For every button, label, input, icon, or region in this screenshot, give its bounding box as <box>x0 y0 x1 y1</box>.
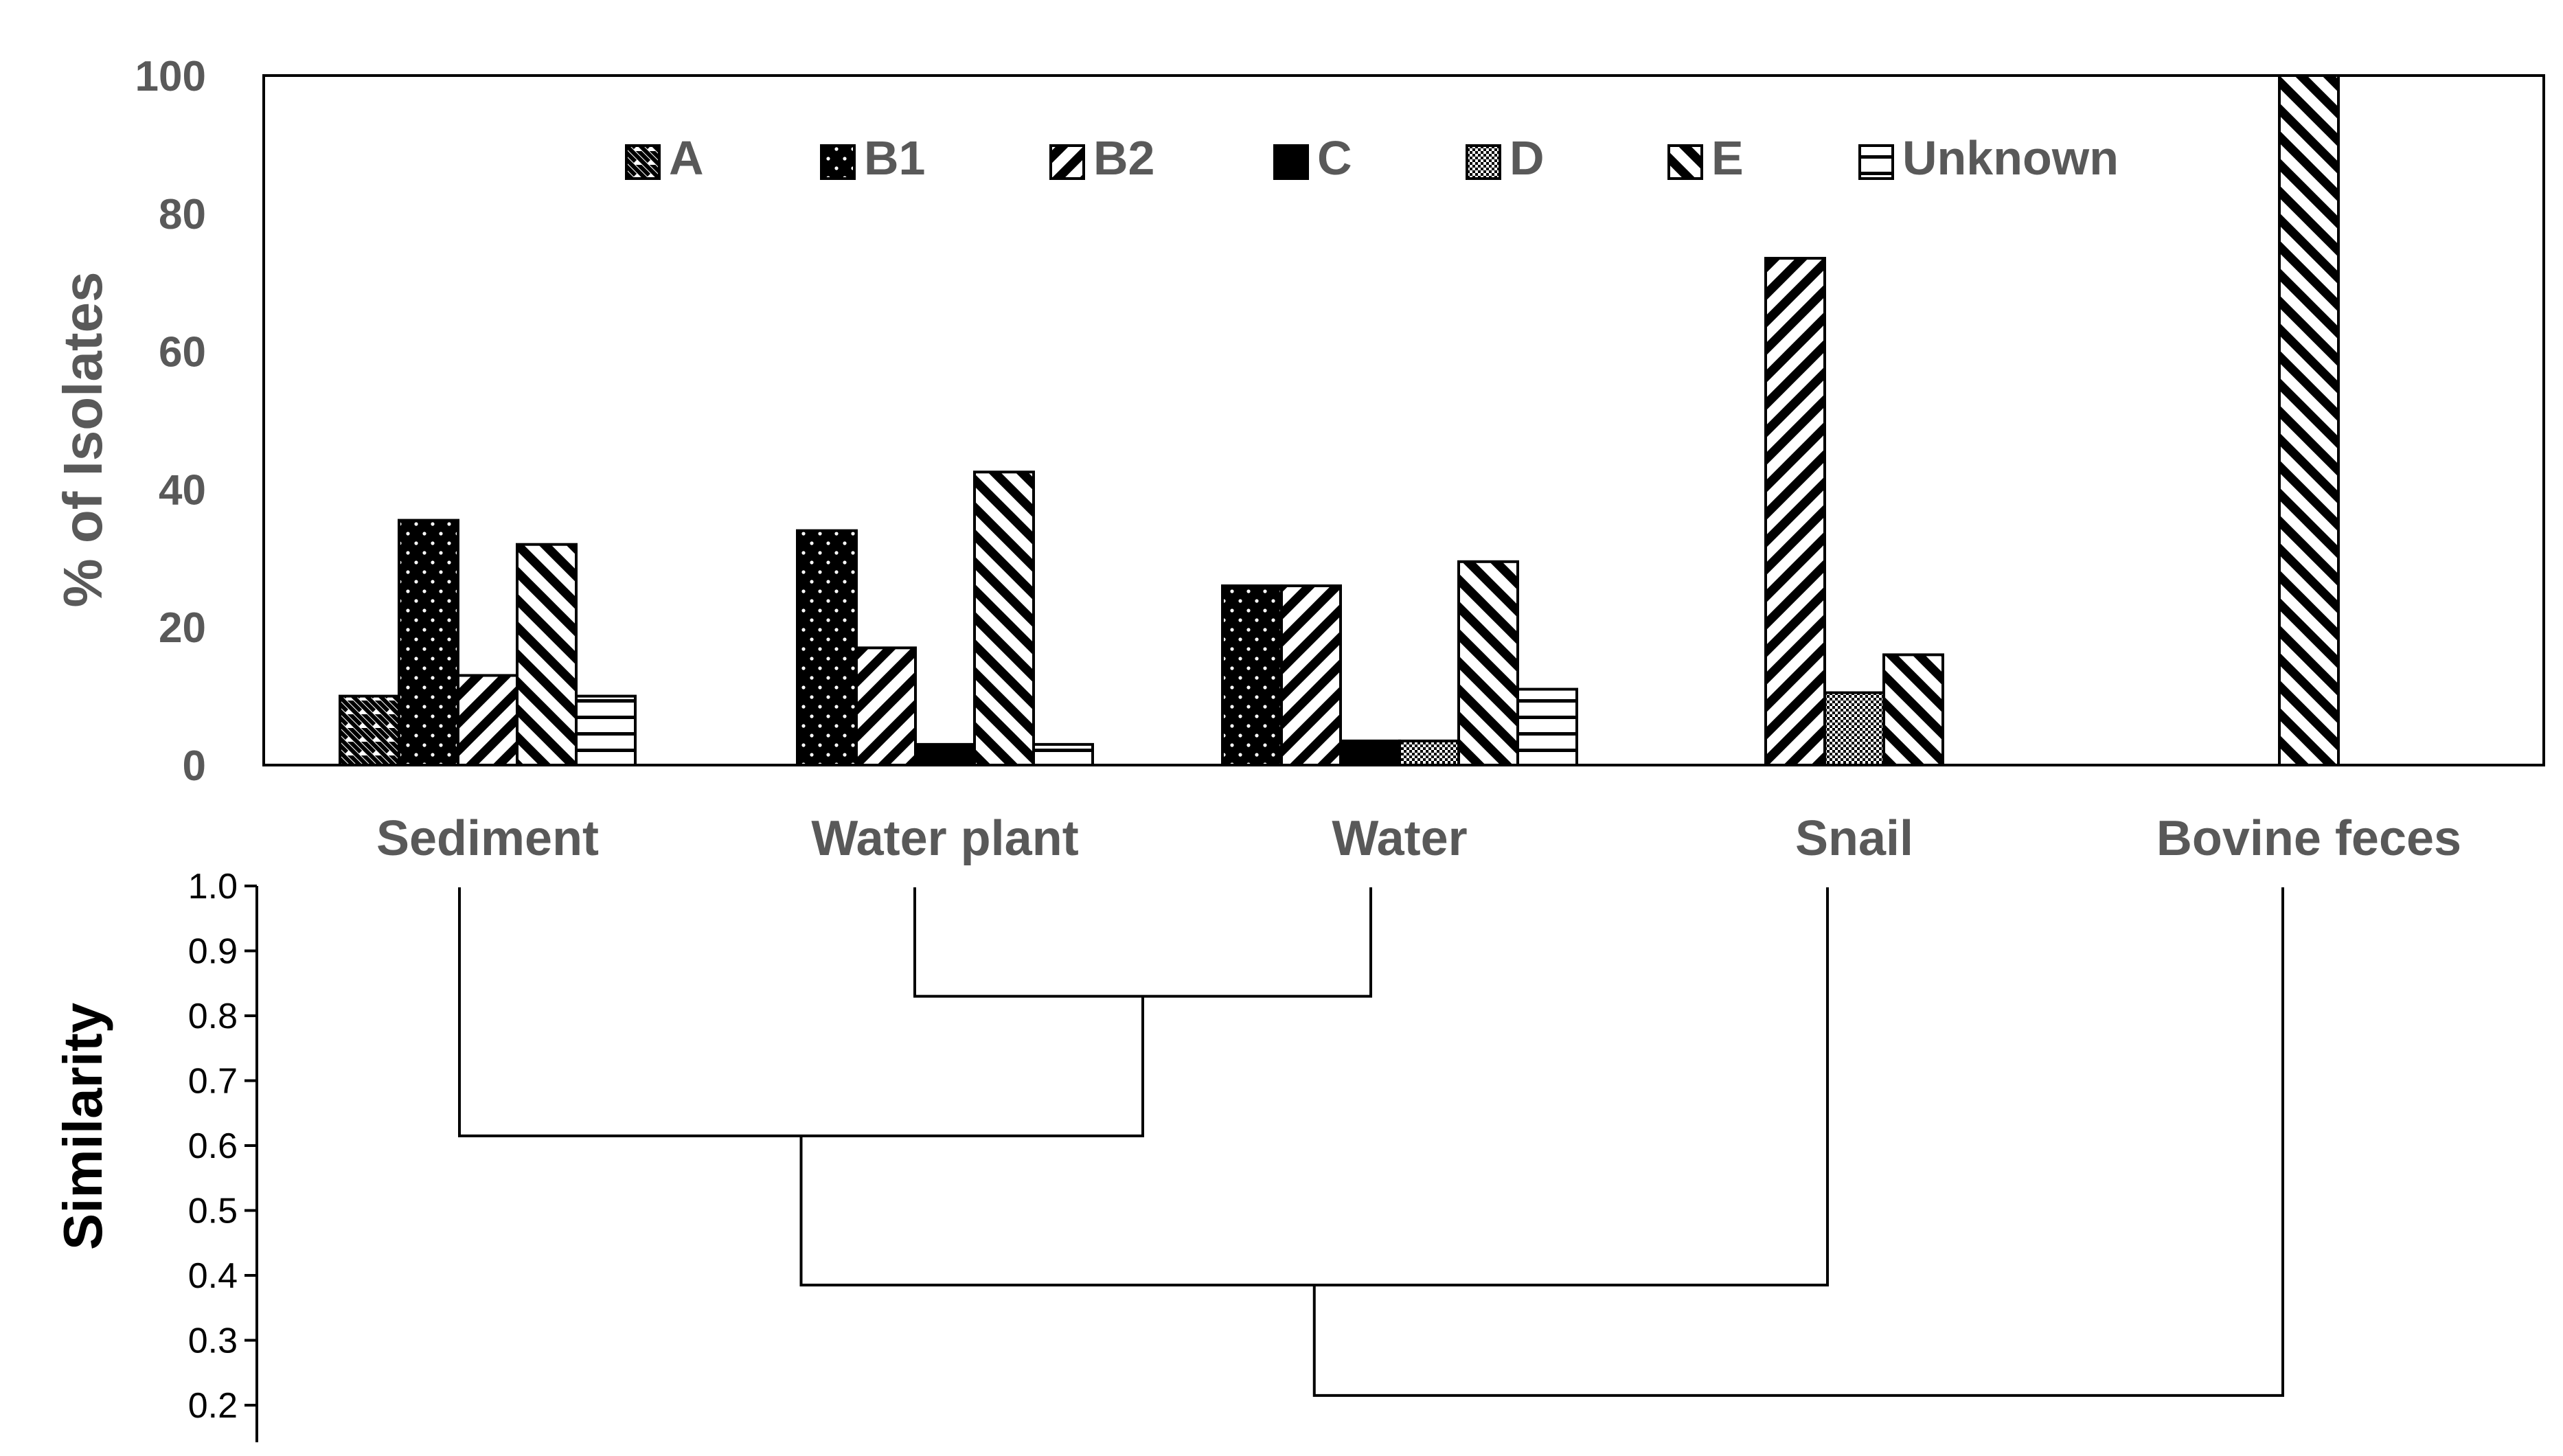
legend-label-d: D <box>1510 131 1545 185</box>
bar-water-e <box>1457 560 1519 766</box>
legend-swatch-unknown <box>1858 144 1894 180</box>
bar-water-plant-unknown <box>1032 742 1094 767</box>
bar-y-tick-0: 0 <box>183 742 206 790</box>
legend-label-b1: B1 <box>864 131 925 185</box>
bar-water-unknown <box>1516 687 1578 766</box>
bar-y-tick-40: 40 <box>159 466 206 514</box>
dendrogram-y-tick-0-5: 0.5 <box>188 1192 238 1231</box>
dendrogram-y-axis: 1.0 0.9 0.8 0.7 0.6 0.5 0.4 0.3 0.2 <box>188 867 257 1426</box>
bar-bovine-feces-e <box>2278 74 2340 766</box>
legend-label-a: A <box>669 131 704 185</box>
legend-label-e: E <box>1711 131 1744 185</box>
dendrogram-y-tick-0-3: 0.3 <box>188 1321 238 1361</box>
dendrogram-merge-1 <box>913 887 1372 998</box>
legend-swatch-e <box>1667 144 1703 180</box>
dendrogram-y-tick-0-2: 0.2 <box>188 1386 238 1426</box>
bar-water-b2 <box>1280 584 1342 767</box>
category-label-bovine-feces: Bovine feces <box>2156 811 2461 866</box>
legend-swatch-b1 <box>820 144 856 180</box>
legend-swatch-a <box>625 144 661 180</box>
legend-swatch-d <box>1466 144 1501 180</box>
category-label-water-plant: Water plant <box>811 811 1078 866</box>
dendrogram-links <box>458 887 2284 1397</box>
bar-water-b1 <box>1221 584 1283 767</box>
bar-water-plant-b1 <box>796 529 858 766</box>
bar-y-axis-label: % of Isolates <box>52 271 113 607</box>
dendrogram-y-tick-1-0: 1.0 <box>188 867 238 907</box>
bar-water-c <box>1339 739 1401 766</box>
dendrogram-y-tick-0-6: 0.6 <box>188 1126 238 1166</box>
bar-snail-d <box>1823 691 1885 767</box>
bar-sediment-b1 <box>398 519 459 767</box>
bar-series <box>339 74 2340 767</box>
bar-snail-b2 <box>1764 257 1826 766</box>
bar-sediment-b2 <box>457 674 519 766</box>
legend-label-unknown: Unknown <box>1902 131 2119 185</box>
bar-y-tick-100: 100 <box>135 53 206 100</box>
legend-label-b2: B2 <box>1093 131 1154 185</box>
category-label-sediment: Sediment <box>376 811 599 866</box>
legend-swatch-c <box>1273 144 1309 180</box>
bar-y-tick-80: 80 <box>159 191 206 238</box>
legend-label-c: C <box>1317 131 1352 185</box>
bar-water-d <box>1398 739 1460 766</box>
bar-sediment-unknown <box>575 694 637 766</box>
category-label-water: Water <box>1332 811 1467 866</box>
dendrogram-y-tick-0-4: 0.4 <box>188 1256 238 1296</box>
bar-y-tick-60: 60 <box>159 329 206 376</box>
bar-snail-e <box>1882 653 1944 766</box>
dendrogram-y-axis-label: Similarity <box>52 1002 113 1250</box>
bar-water-plant-e <box>973 470 1035 766</box>
bar-water-plant-b2 <box>855 646 917 766</box>
bar-sediment-a <box>339 694 400 766</box>
dendrogram-merge-3 <box>799 887 1829 1287</box>
dendrogram-y-tick-0-9: 0.9 <box>188 932 238 972</box>
bar-water-plant-c <box>914 742 976 767</box>
dendrogram-merge-4 <box>1312 887 2284 1397</box>
bar-sediment-e <box>516 543 578 766</box>
legend-swatch-b2 <box>1049 144 1085 180</box>
dendrogram-y-tick-0-8: 0.8 <box>188 997 238 1036</box>
bar-legend: A B1 B2 C D E Unknown <box>625 131 2119 185</box>
dendrogram-y-tick-0-7: 0.7 <box>188 1062 238 1102</box>
category-labels: Sediment Water plant Water Snail Bovine fece… <box>376 811 2461 866</box>
bar-y-axis: 0 20 40 60 80 100 <box>135 53 206 790</box>
bar-y-tick-20: 20 <box>159 604 206 652</box>
category-label-snail: Snail <box>1795 811 1913 866</box>
bar-plot-frame <box>262 74 2545 766</box>
dendrogram-merge-2 <box>458 887 1144 1137</box>
